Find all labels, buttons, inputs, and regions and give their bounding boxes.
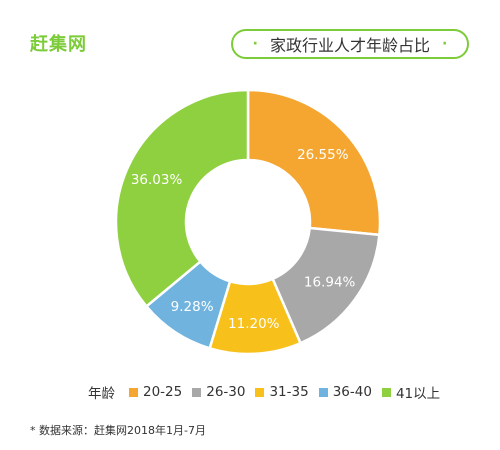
slice-label-41以上: 36.03% (131, 172, 183, 188)
legend-label: 41以上 (395, 386, 441, 402)
legend-swatch (129, 387, 138, 397)
legend-label: 20-25 (143, 384, 183, 400)
brand-logo: 赶集网 (30, 34, 87, 55)
legend-item-41以上: 41以上 (381, 382, 441, 402)
chart-title-pill: · 家政行业人才年龄占比 · (231, 29, 469, 59)
data-source-note: * 数据来源：赶集网2018年1月-7月 (30, 424, 206, 437)
slice-41以上 (114, 88, 250, 309)
slice-20-25 (246, 88, 382, 237)
title-dot-right: · (442, 36, 448, 52)
legend-label: 26-30 (206, 384, 246, 400)
legend-item-26-30: 26-30 (192, 384, 245, 400)
legend-swatch (318, 387, 328, 397)
legend-swatch (255, 387, 265, 397)
legend-label: 36-40 (332, 384, 372, 400)
slice-label-20-25: 26.55% (297, 147, 349, 163)
legend-swatch (381, 387, 391, 397)
legend-label: 31-35 (269, 384, 309, 400)
title-dot-left: · (252, 36, 258, 52)
chart-legend: 年龄 20-25 26-30 31-35 36-40 41以上 (88, 382, 440, 402)
legend-item-20-25: 20-25 (129, 384, 182, 400)
legend-item-31-35: 31-35 (255, 384, 309, 400)
legend-title: 年龄 (88, 386, 115, 402)
chart-title: 家政行业人才年龄占比 (269, 36, 430, 55)
slice-label-31-35: 11.20% (228, 316, 280, 332)
legend-swatch (192, 387, 202, 397)
slice-label-36-40: 9.28% (171, 299, 214, 315)
legend-item-36-40: 36-40 (318, 384, 372, 400)
slice-label-26-30: 16.94% (304, 274, 356, 290)
